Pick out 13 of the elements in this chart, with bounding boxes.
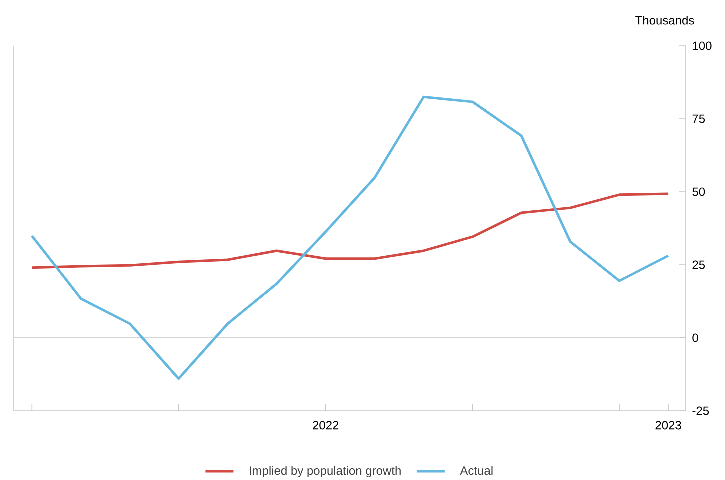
legend-label: Actual (460, 466, 493, 476)
y-tick-label: 0 (692, 334, 698, 342)
y-tick-label: 75 (692, 114, 706, 124)
y-axis-title: Thousands (636, 16, 694, 25)
x-tick-label: 2023 (656, 421, 682, 430)
x-tick-label: 2022 (313, 421, 339, 430)
legend-label: Implied by population growth (250, 466, 401, 478)
y-tick-label: 25 (692, 260, 706, 270)
y-tick-label: 100 (693, 42, 712, 50)
line-series (30, 96, 670, 380)
y-tick-label: -25 (692, 406, 710, 416)
y-tick-label: 50 (692, 188, 706, 196)
line-series (30, 192, 670, 270)
